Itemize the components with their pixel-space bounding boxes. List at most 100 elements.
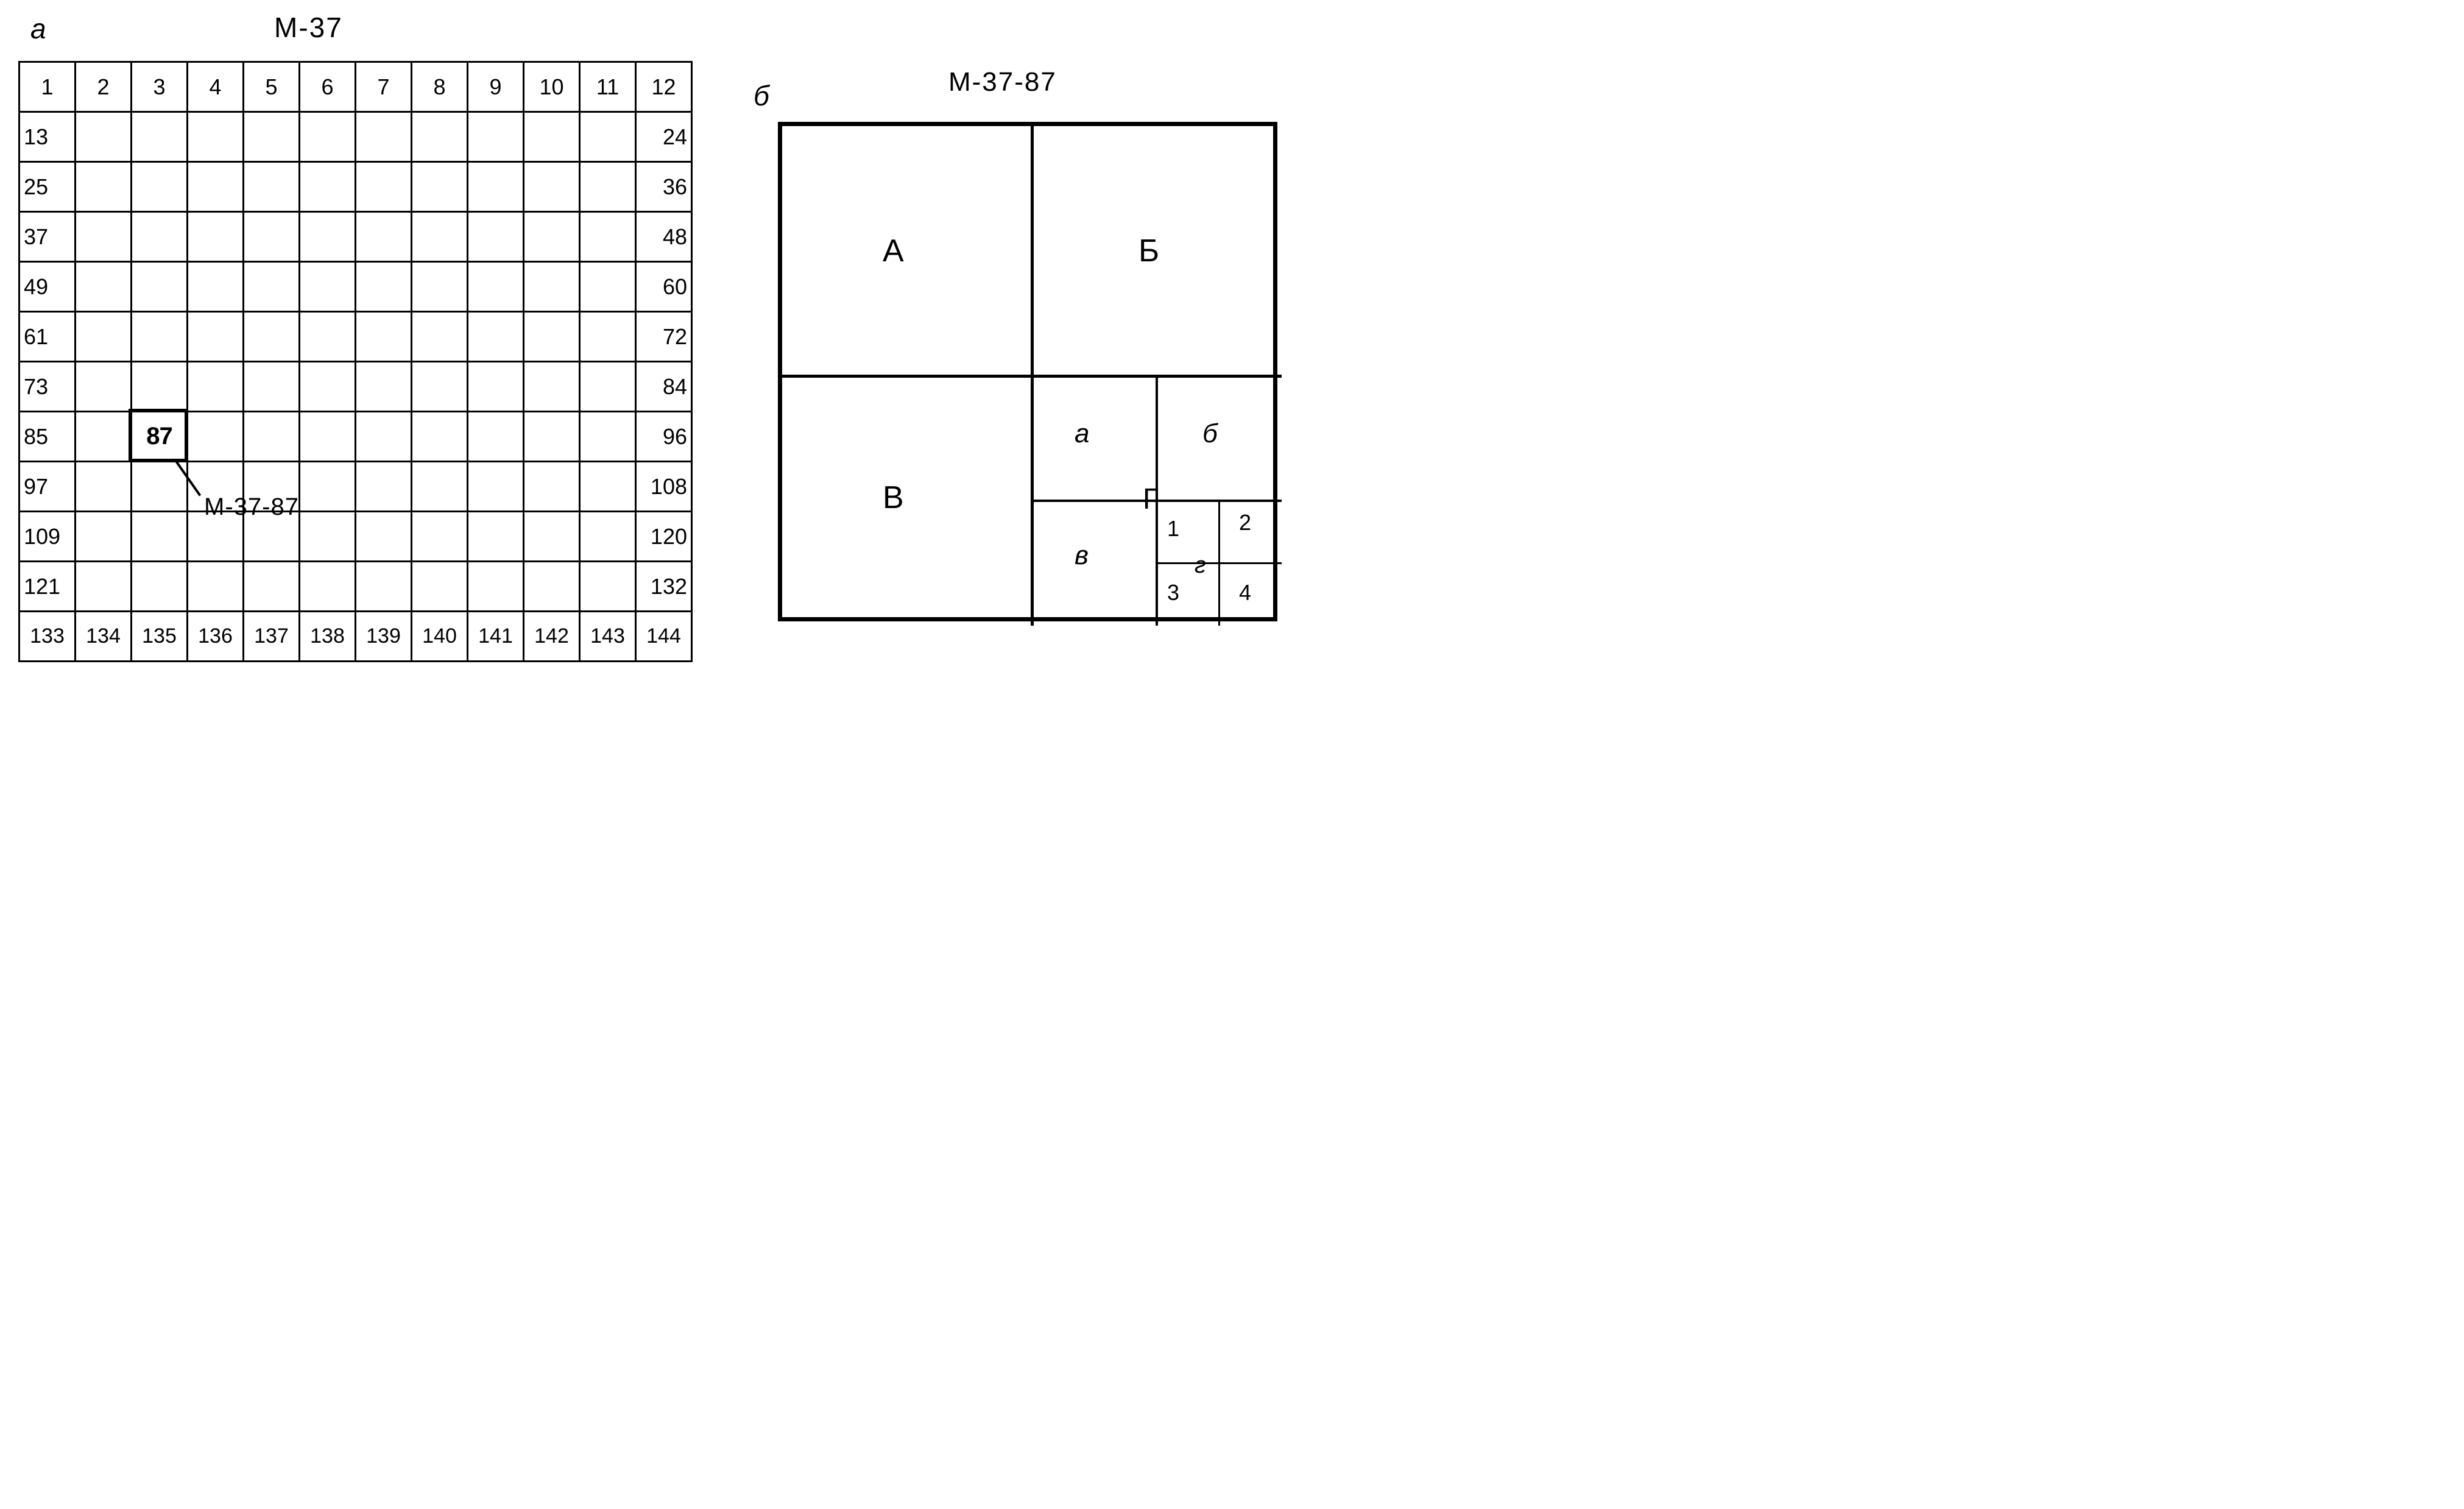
panel-a-label: a xyxy=(30,12,46,45)
callout-text: M-37-87 xyxy=(204,493,299,521)
grid-cell: 142 xyxy=(524,612,580,662)
grid-cell xyxy=(244,412,300,462)
grid-cell xyxy=(300,212,356,262)
grid-cell xyxy=(356,462,412,512)
panel-a: a M-37 123456789101112132425363748496061… xyxy=(18,18,693,662)
grid-label: в xyxy=(1075,540,1089,571)
grid-cell xyxy=(524,212,580,262)
grid-label: 1 xyxy=(1167,516,1179,542)
grid-cell xyxy=(300,312,356,362)
grid-cell xyxy=(188,412,244,462)
grid-cell xyxy=(580,562,636,612)
grid-cell: 72 xyxy=(636,312,692,362)
grid-label: В xyxy=(883,479,904,516)
grid-cell xyxy=(468,412,524,462)
grid-cell xyxy=(244,562,300,612)
grid-cell xyxy=(188,362,244,412)
panel-b: б M-37-87 АБВГабвг1234 xyxy=(778,122,1277,621)
grid-cell: 49 xyxy=(19,262,76,312)
grid-cell: 37 xyxy=(19,212,76,262)
grid-cell xyxy=(524,362,580,412)
highlight-cell: 87 xyxy=(132,412,188,462)
grid-cell: 109 xyxy=(19,512,76,562)
grid-cell xyxy=(412,412,468,462)
grid-cell: 12 xyxy=(636,62,692,112)
grid-b: АБВГабвг1234 xyxy=(778,122,1277,621)
grid-cell xyxy=(580,512,636,562)
grid-cell xyxy=(580,212,636,262)
grid-line xyxy=(1031,126,1034,626)
grid-cell xyxy=(580,312,636,362)
grid-cell xyxy=(524,462,580,512)
grid-cell xyxy=(132,162,188,212)
grid-cell xyxy=(412,562,468,612)
grid-cell: 141 xyxy=(468,612,524,662)
grid-label: г xyxy=(1195,553,1206,579)
grid-cell xyxy=(188,112,244,162)
grid-cell xyxy=(132,512,188,562)
grid-cell xyxy=(356,262,412,312)
grid-cell: 139 xyxy=(356,612,412,662)
grid-cell: 84 xyxy=(636,362,692,412)
grid-cell xyxy=(412,312,468,362)
grid-cell: 73 xyxy=(19,362,76,412)
grid-cell: 132 xyxy=(636,562,692,612)
grid-cell xyxy=(188,312,244,362)
grid-cell xyxy=(356,512,412,562)
grid-cell xyxy=(524,512,580,562)
grid-cell xyxy=(132,362,188,412)
grid-cell xyxy=(468,262,524,312)
grid-cell xyxy=(188,162,244,212)
grid-cell xyxy=(132,112,188,162)
grid-cell xyxy=(76,362,132,412)
grid-cell xyxy=(580,462,636,512)
grid-cell xyxy=(524,312,580,362)
grid-cell: 7 xyxy=(356,62,412,112)
grid-cell xyxy=(76,412,132,462)
grid-cell: 108 xyxy=(636,462,692,512)
grid-cell xyxy=(580,262,636,312)
grid-cell: 60 xyxy=(636,262,692,312)
grid-cell xyxy=(244,362,300,412)
grid-cell: 8 xyxy=(412,62,468,112)
grid-cell xyxy=(468,112,524,162)
grid-line xyxy=(1218,501,1220,626)
grid-cell xyxy=(356,312,412,362)
grid-cell xyxy=(76,312,132,362)
grid-cell xyxy=(76,562,132,612)
grid-cell: 25 xyxy=(19,162,76,212)
grid-cell xyxy=(580,112,636,162)
grid-cell xyxy=(300,462,356,512)
grid-cell: 2 xyxy=(76,62,132,112)
grid-cell xyxy=(188,562,244,612)
grid-cell xyxy=(132,212,188,262)
grid-cell xyxy=(580,162,636,212)
grid-cell xyxy=(524,112,580,162)
grid-label: б xyxy=(1202,419,1218,449)
grid-cell: 11 xyxy=(580,62,636,112)
grid-cell: 135 xyxy=(132,612,188,662)
grid-cell xyxy=(468,212,524,262)
grid-cell xyxy=(244,212,300,262)
grid-cell xyxy=(356,162,412,212)
grid-cell xyxy=(412,162,468,212)
grid-cell xyxy=(524,412,580,462)
grid-cell xyxy=(300,362,356,412)
grid-label: Г xyxy=(1143,482,1159,516)
grid-cell xyxy=(300,112,356,162)
grid-cell xyxy=(412,462,468,512)
grid-cell: 24 xyxy=(636,112,692,162)
grid-cell: 144 xyxy=(636,612,692,662)
grid-cell: 96 xyxy=(636,412,692,462)
grid-cell: 138 xyxy=(300,612,356,662)
grid-cell: 136 xyxy=(188,612,244,662)
grid-cell xyxy=(356,562,412,612)
grid-cell xyxy=(244,262,300,312)
grid-cell: 133 xyxy=(19,612,76,662)
grid-cell: 85 xyxy=(19,412,76,462)
grid-cell xyxy=(468,562,524,612)
grid-cell: 3 xyxy=(132,62,188,112)
grid-cell xyxy=(300,162,356,212)
grid-cell xyxy=(468,512,524,562)
panel-b-title: M-37-87 xyxy=(948,67,1057,97)
